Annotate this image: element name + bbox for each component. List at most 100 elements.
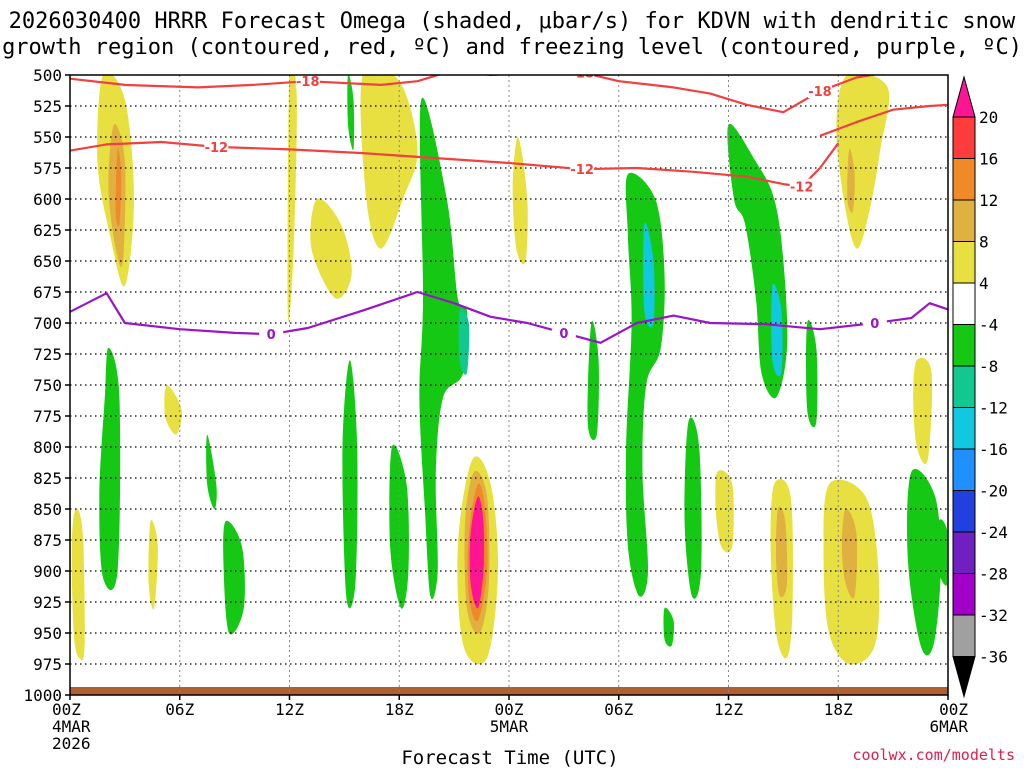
xtick-label-0: 00Z (52, 700, 81, 719)
ytick-label-675: 675 (33, 283, 62, 302)
contour-label-0C-1: 0 (559, 327, 568, 342)
colorbar-cell-7 (952, 407, 976, 450)
colorbar-cell-3 (952, 241, 976, 284)
colorbar-cell-10 (952, 531, 976, 574)
contour-label--12C-1: -12 (570, 163, 594, 178)
contour-label--18C-1: -18 (570, 67, 594, 82)
contour-label-bg--18C-0 (295, 75, 320, 89)
colorbar-label-9: -20 (979, 482, 1008, 501)
xtick-label-3: 18Z (385, 700, 414, 719)
omega-region-sink-0485 (776, 506, 788, 598)
ytick-label-700: 700 (33, 314, 62, 333)
contour-label-bg-0C-2 (862, 315, 887, 330)
xtick-label-4: 00Z (495, 700, 524, 719)
colorbar-label-5: -4 (979, 316, 998, 335)
colorbar-label-1: 16 (979, 150, 998, 169)
omega-region-rise-0550 (643, 222, 655, 328)
grid-lines (70, 75, 948, 695)
colorbar-cell-5 (952, 324, 976, 367)
ytick-label-600: 600 (33, 190, 62, 209)
contour--18C-east (819, 103, 948, 137)
colorbar-label-12: -32 (979, 606, 1008, 625)
contour-label-bg--12C-2 (789, 178, 814, 194)
contour-label--12C-0: -12 (205, 141, 229, 156)
colorbar-cell-11 (952, 573, 976, 616)
xtick-label-6: 12Z (714, 700, 743, 719)
ytick-label-975: 975 (33, 655, 62, 674)
temperature-contours: -18 -18 -18 -12 -12 -12 0 0 0 (70, 67, 948, 344)
colorbar-cell-12 (952, 614, 976, 657)
pressure-axis: 500 525 550 575 600 625 650 675 700 725 750 775 800 8… (23, 66, 70, 705)
omega-region-sink-0475 (841, 508, 858, 599)
contour-label-bg-0C-0 (259, 326, 284, 342)
colorbar-label-3: 8 (979, 233, 989, 252)
omega-region-rise-0580 (937, 519, 948, 586)
omega-region-rise-0505 (206, 434, 217, 509)
omega-region-sink-0465 (847, 148, 855, 213)
colorbar-cell-4 (952, 282, 976, 325)
omega-region-sink-0346 (71, 508, 85, 661)
xtick-date-4: 5MAR (490, 717, 529, 736)
xtick-year-0: 2026 (52, 734, 91, 753)
contour-label-bg--18C-2 (807, 83, 832, 99)
omega-region-sink-0410 (115, 148, 122, 227)
ytick-label-650: 650 (33, 252, 62, 271)
colorbar-label-0: 20 (979, 108, 998, 127)
xtick-label-1: 06Z (165, 700, 194, 719)
omega-region-sink-0412 (164, 384, 182, 435)
omega-region-rise-0515 (342, 360, 358, 609)
colorbar-cell-0 (952, 116, 976, 159)
contour-0C (70, 290, 948, 344)
omega-region-rise-0525 (419, 97, 468, 600)
omega-region-sink-0420 (287, 75, 297, 322)
colorbar-cell-2 (952, 199, 976, 242)
omega-region-rise-0570 (806, 320, 818, 428)
ytick-label-725: 725 (33, 345, 62, 364)
xtick-label-5: 06Z (604, 700, 633, 719)
colorbar-label-6: -8 (979, 357, 998, 376)
omega-region-rise-0510 (223, 520, 245, 635)
colorbar-label-10: -24 (979, 523, 1008, 542)
ytick-label-925: 925 (33, 593, 62, 612)
omega-region-rise-0540 (587, 320, 599, 441)
xtick-date-0: 4MAR (52, 717, 91, 736)
ytick-label-825: 825 (33, 469, 62, 488)
colorbar-label-7: -12 (979, 399, 1008, 418)
x-axis-label: Forecast Time (UTC) (401, 747, 618, 768)
ytick-label-575: 575 (33, 159, 62, 178)
omega-region-sink-0430 (310, 198, 352, 299)
omega-region-rise-0575 (906, 468, 941, 656)
ytick-label-800: 800 (33, 438, 62, 457)
colorbar-cell-6 (952, 365, 976, 408)
ytick-label-550: 550 (33, 128, 62, 147)
ytick-label-525: 525 (33, 97, 62, 116)
colorbar-label-11: -28 (979, 565, 1008, 584)
ytick-label-875: 875 (33, 531, 62, 550)
omega-region-sink-0415 (148, 520, 158, 610)
omega-region-rise-0565 (771, 283, 783, 377)
colorbar-label-8: -16 (979, 440, 1008, 459)
xtick-label-8: 00Z (939, 700, 968, 719)
omega-region-sink-0455 (512, 136, 528, 265)
chart-title-line2: growth region (contoured, red, ºC) and f… (2, 35, 1022, 60)
ytick-label-850: 850 (33, 500, 62, 519)
contour-label-0C-0: 0 (267, 328, 276, 343)
colorbar-cell-8 (952, 448, 976, 491)
ytick-label-750: 750 (33, 376, 62, 395)
omega-region-sink-0450 (469, 496, 485, 609)
contour-label--18C-2: -18 (808, 85, 832, 100)
omega-region-sink-0425 (360, 75, 418, 249)
ytick-label-950: 950 (33, 624, 62, 643)
ytick-label-775: 775 (33, 407, 62, 426)
omega-region-rise-0500 (99, 347, 121, 591)
contour-label-bg--12C-1 (570, 161, 595, 177)
contour-label-bg-0C-1 (551, 324, 576, 340)
ytick-label-625: 625 (33, 221, 62, 240)
credit-text: coolwx.com/modelts (852, 746, 1015, 764)
contour-label-0C-2: 0 (870, 317, 879, 332)
colorbar-top-arrow (952, 75, 976, 118)
contour-label--18C-0: -18 (296, 75, 320, 90)
omega-region-sink-0460 (836, 75, 890, 249)
